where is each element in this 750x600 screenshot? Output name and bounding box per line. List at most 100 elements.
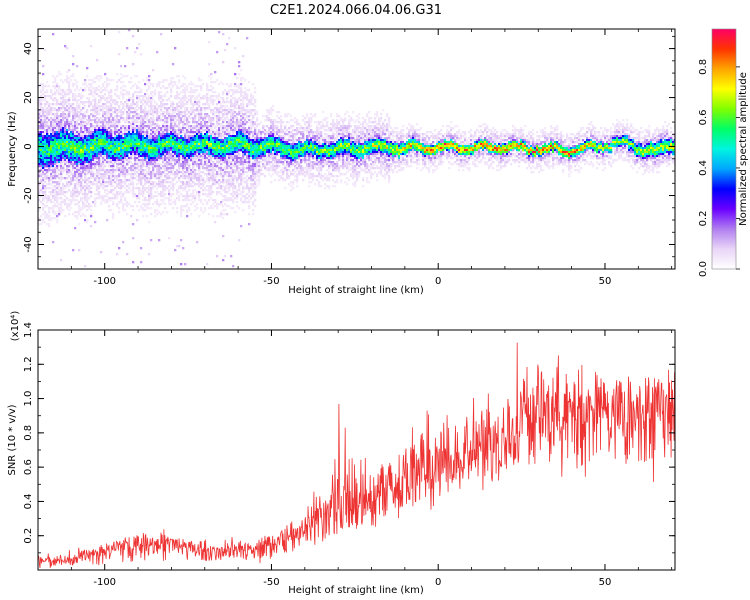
heatmap-cell <box>100 155 103 158</box>
heatmap-cell <box>64 153 67 156</box>
heatmap-cell <box>192 89 195 92</box>
heatmap-cell <box>132 185 135 188</box>
heatmap-cell <box>198 131 201 134</box>
heatmap-cell <box>112 213 115 216</box>
heatmap-cell <box>74 199 77 202</box>
heatmap-cell <box>156 209 159 212</box>
heatmap-cell <box>164 189 167 192</box>
heatmap-cell <box>220 211 223 214</box>
heatmap-cell <box>198 177 201 180</box>
heatmap-cell <box>70 183 73 186</box>
heatmap-cell <box>150 193 153 196</box>
heatmap-cell <box>130 181 133 184</box>
heatmap-cell <box>108 111 111 114</box>
heatmap-cell <box>64 163 67 166</box>
heatmap-cell <box>188 177 191 180</box>
heatmap-cell <box>110 115 113 118</box>
heatmap-cell <box>72 129 75 132</box>
heatmap-cell <box>44 117 47 120</box>
heatmap-cell <box>56 145 59 148</box>
heatmap-cell <box>184 87 187 90</box>
heatmap-cell <box>96 135 99 138</box>
heatmap-cell <box>40 151 43 154</box>
heatmap-cell <box>194 195 197 198</box>
heatmap-cell <box>106 79 109 82</box>
heatmap-cell <box>98 169 101 172</box>
heatmap-cell <box>54 149 57 152</box>
heatmap-cell <box>210 111 213 114</box>
heatmap-cell <box>192 201 195 204</box>
heatmap-cell <box>62 111 65 114</box>
heatmap-cell <box>212 99 215 102</box>
heatmap-cell <box>218 139 221 142</box>
heatmap-cell <box>166 173 169 176</box>
heatmap-cell <box>116 125 119 128</box>
heatmap-cell <box>146 119 149 122</box>
heatmap-cell <box>50 125 53 128</box>
heatmap-cell <box>248 89 251 92</box>
heatmap-cell <box>232 91 235 94</box>
heatmap-cell <box>196 137 199 140</box>
heatmap-cell <box>246 149 249 152</box>
heatmap-cell <box>174 173 177 176</box>
heatmap-cell <box>150 143 153 146</box>
heatmap-cell <box>52 123 55 126</box>
heatmap-cell <box>196 157 199 160</box>
heatmap-cell <box>146 161 149 164</box>
heatmap-cell <box>230 125 233 128</box>
heatmap-cell <box>104 119 107 122</box>
heatmap-cell <box>58 153 61 156</box>
heatmap-cell <box>142 207 145 210</box>
heatmap-cell <box>82 113 85 116</box>
heatmap-cell <box>162 161 165 164</box>
heatmap-cell <box>108 191 111 194</box>
heatmap-cell <box>214 179 217 182</box>
heatmap-cell <box>194 173 197 176</box>
heatmap-cell <box>164 115 167 118</box>
heatmap-cell <box>100 125 103 128</box>
heatmap-cell <box>178 199 181 202</box>
heatmap-cell <box>132 169 135 172</box>
heatmap-cell <box>54 153 57 156</box>
heatmap-cell <box>184 173 187 176</box>
heatmap-cell <box>142 173 145 176</box>
heatmap-cell <box>74 227 77 230</box>
heatmap-cell <box>178 151 181 154</box>
heatmap-cell <box>202 135 205 138</box>
heatmap-cell <box>168 107 171 110</box>
heatmap-cell <box>120 183 123 186</box>
heatmap-cell <box>148 137 151 140</box>
heatmap-cell <box>170 133 173 136</box>
heatmap-cell <box>60 109 63 112</box>
heatmap-cell <box>56 85 59 88</box>
heatmap-cell <box>128 183 131 186</box>
heatmap-cell <box>64 151 67 154</box>
heatmap-cell <box>210 109 213 112</box>
heatmap-cell <box>94 77 97 80</box>
heatmap-cell <box>86 111 89 114</box>
heatmap-cell <box>228 159 231 162</box>
heatmap-cell <box>200 107 203 110</box>
heatmap-cell <box>54 187 57 190</box>
heatmap-cell <box>144 121 147 124</box>
heatmap-cell <box>194 117 197 120</box>
heatmap-cell <box>52 149 55 152</box>
heatmap-cell <box>186 183 189 186</box>
heatmap-cell <box>214 91 217 94</box>
heatmap-cell <box>160 147 163 150</box>
heatmap-cell <box>74 203 77 206</box>
heatmap-cell <box>148 199 151 202</box>
heatmap-cell <box>54 167 57 170</box>
heatmap-cell <box>72 83 75 86</box>
heatmap-cell <box>226 111 229 114</box>
heatmap-cell <box>122 129 125 132</box>
heatmap-cell <box>174 151 177 154</box>
heatmap-cell <box>196 135 199 138</box>
heatmap-cell <box>138 87 141 90</box>
heatmap-cell <box>124 203 127 206</box>
heatmap-cell <box>104 111 107 114</box>
heatmap-cell <box>88 149 91 152</box>
heatmap-cell <box>112 141 115 144</box>
heatmap-cell <box>156 203 159 206</box>
heatmap-cell <box>188 167 191 170</box>
